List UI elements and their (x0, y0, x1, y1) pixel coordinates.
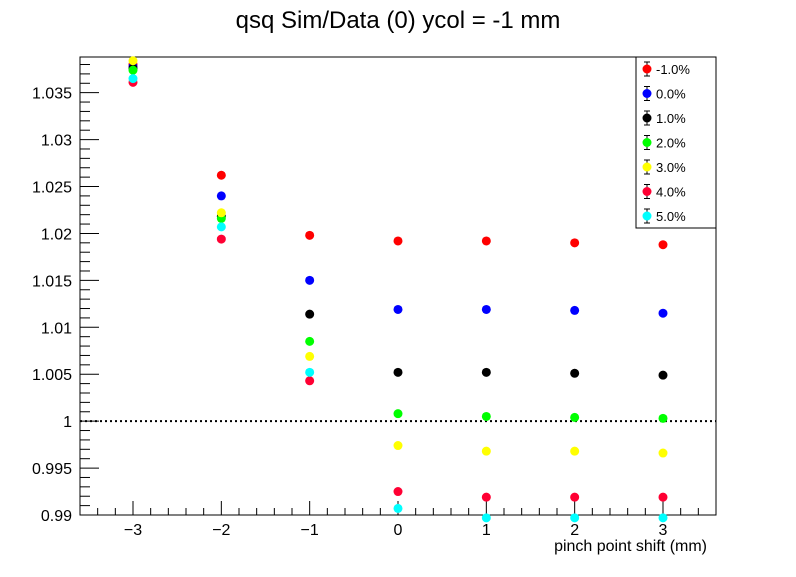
x-tick-label: 0 (394, 522, 403, 539)
data-point (481, 492, 491, 502)
data-point (216, 222, 226, 232)
legend-label: 5.0% (656, 209, 686, 224)
data-point (393, 409, 403, 419)
data-point (305, 336, 315, 346)
data-point (128, 74, 138, 84)
data-point (481, 367, 491, 377)
data-point (305, 275, 315, 285)
y-tick-label: 1.01 (41, 320, 72, 337)
data-point (216, 208, 226, 218)
data-point (305, 367, 315, 377)
data-point (393, 441, 403, 451)
data-point (216, 170, 226, 180)
x-tick-label: −3 (124, 522, 142, 539)
data-point (393, 367, 403, 377)
x-tick-label: −1 (301, 522, 319, 539)
legend-label: 0.0% (656, 87, 686, 102)
chart-title: qsq Sim/Data (0) ycol = -1 mm (236, 7, 561, 34)
y-tick-label: 1.03 (41, 133, 72, 150)
legend-marker (642, 187, 652, 196)
data-point (481, 411, 491, 421)
data-point (393, 236, 403, 246)
legend-label: 3.0% (656, 160, 686, 175)
data-point (128, 56, 138, 66)
legend-label: 1.0% (656, 111, 686, 126)
data-point (658, 513, 668, 523)
y-tick-label: 1.005 (32, 367, 72, 384)
data-point (658, 240, 668, 250)
data-point (305, 376, 315, 386)
legend-label: 4.0% (656, 185, 686, 200)
y-tick-label: 1.035 (32, 86, 72, 103)
data-point (658, 370, 668, 380)
x-tick-label: 1 (482, 522, 491, 539)
legend-marker (642, 211, 652, 221)
data-point (570, 412, 580, 422)
y-tick-label: 1.015 (32, 273, 72, 290)
data-point (658, 492, 668, 502)
data-point (393, 503, 403, 513)
data-point (570, 446, 580, 456)
data-points (128, 56, 668, 523)
data-point (570, 513, 580, 523)
x-tick-label: 2 (570, 522, 579, 539)
data-point (658, 448, 668, 458)
legend-marker (642, 162, 652, 172)
x-axis: −3 −2 −1 0 1 2 3 (79, 501, 717, 539)
legend-label: 2.0% (656, 136, 686, 151)
data-point (570, 492, 580, 502)
data-point (481, 304, 491, 314)
data-point (481, 513, 491, 523)
legend-label: -1.0% (656, 62, 690, 77)
y-tick-label: 1.02 (41, 226, 72, 243)
data-point (216, 234, 226, 244)
data-point (305, 230, 315, 240)
legend-marker (642, 113, 652, 123)
y-axis: 0.99 0.995 1 1.005 1.01 1.015 1.02 1.025 1.03 1.0… (32, 64, 99, 525)
y-tick-label: 1.025 (32, 180, 72, 197)
data-point (393, 487, 403, 497)
data-point (305, 309, 315, 319)
data-point (393, 304, 403, 314)
data-point (658, 308, 668, 318)
data-point (570, 305, 580, 315)
x-tick-label: 3 (659, 522, 668, 539)
data-point (481, 236, 491, 246)
y-tick-label: 0.99 (41, 508, 72, 525)
y-tick-label: 1 (63, 414, 72, 431)
x-axis-label: pinch point shift (mm) (554, 538, 707, 555)
data-point (305, 351, 315, 361)
data-point (216, 191, 226, 201)
data-point (481, 446, 491, 456)
data-point (570, 368, 580, 378)
data-point (128, 65, 138, 75)
y-tick-label: 0.995 (32, 461, 72, 478)
data-point (570, 238, 580, 248)
data-point (658, 413, 668, 423)
legend: -1.0% 0.0% 1.0% 2.0% 3.0% 4.0% 5.0% (635, 56, 717, 229)
legend-marker (642, 138, 652, 147)
legend-marker (642, 89, 652, 98)
legend-marker (642, 64, 652, 74)
x-tick-label: −2 (212, 522, 230, 539)
